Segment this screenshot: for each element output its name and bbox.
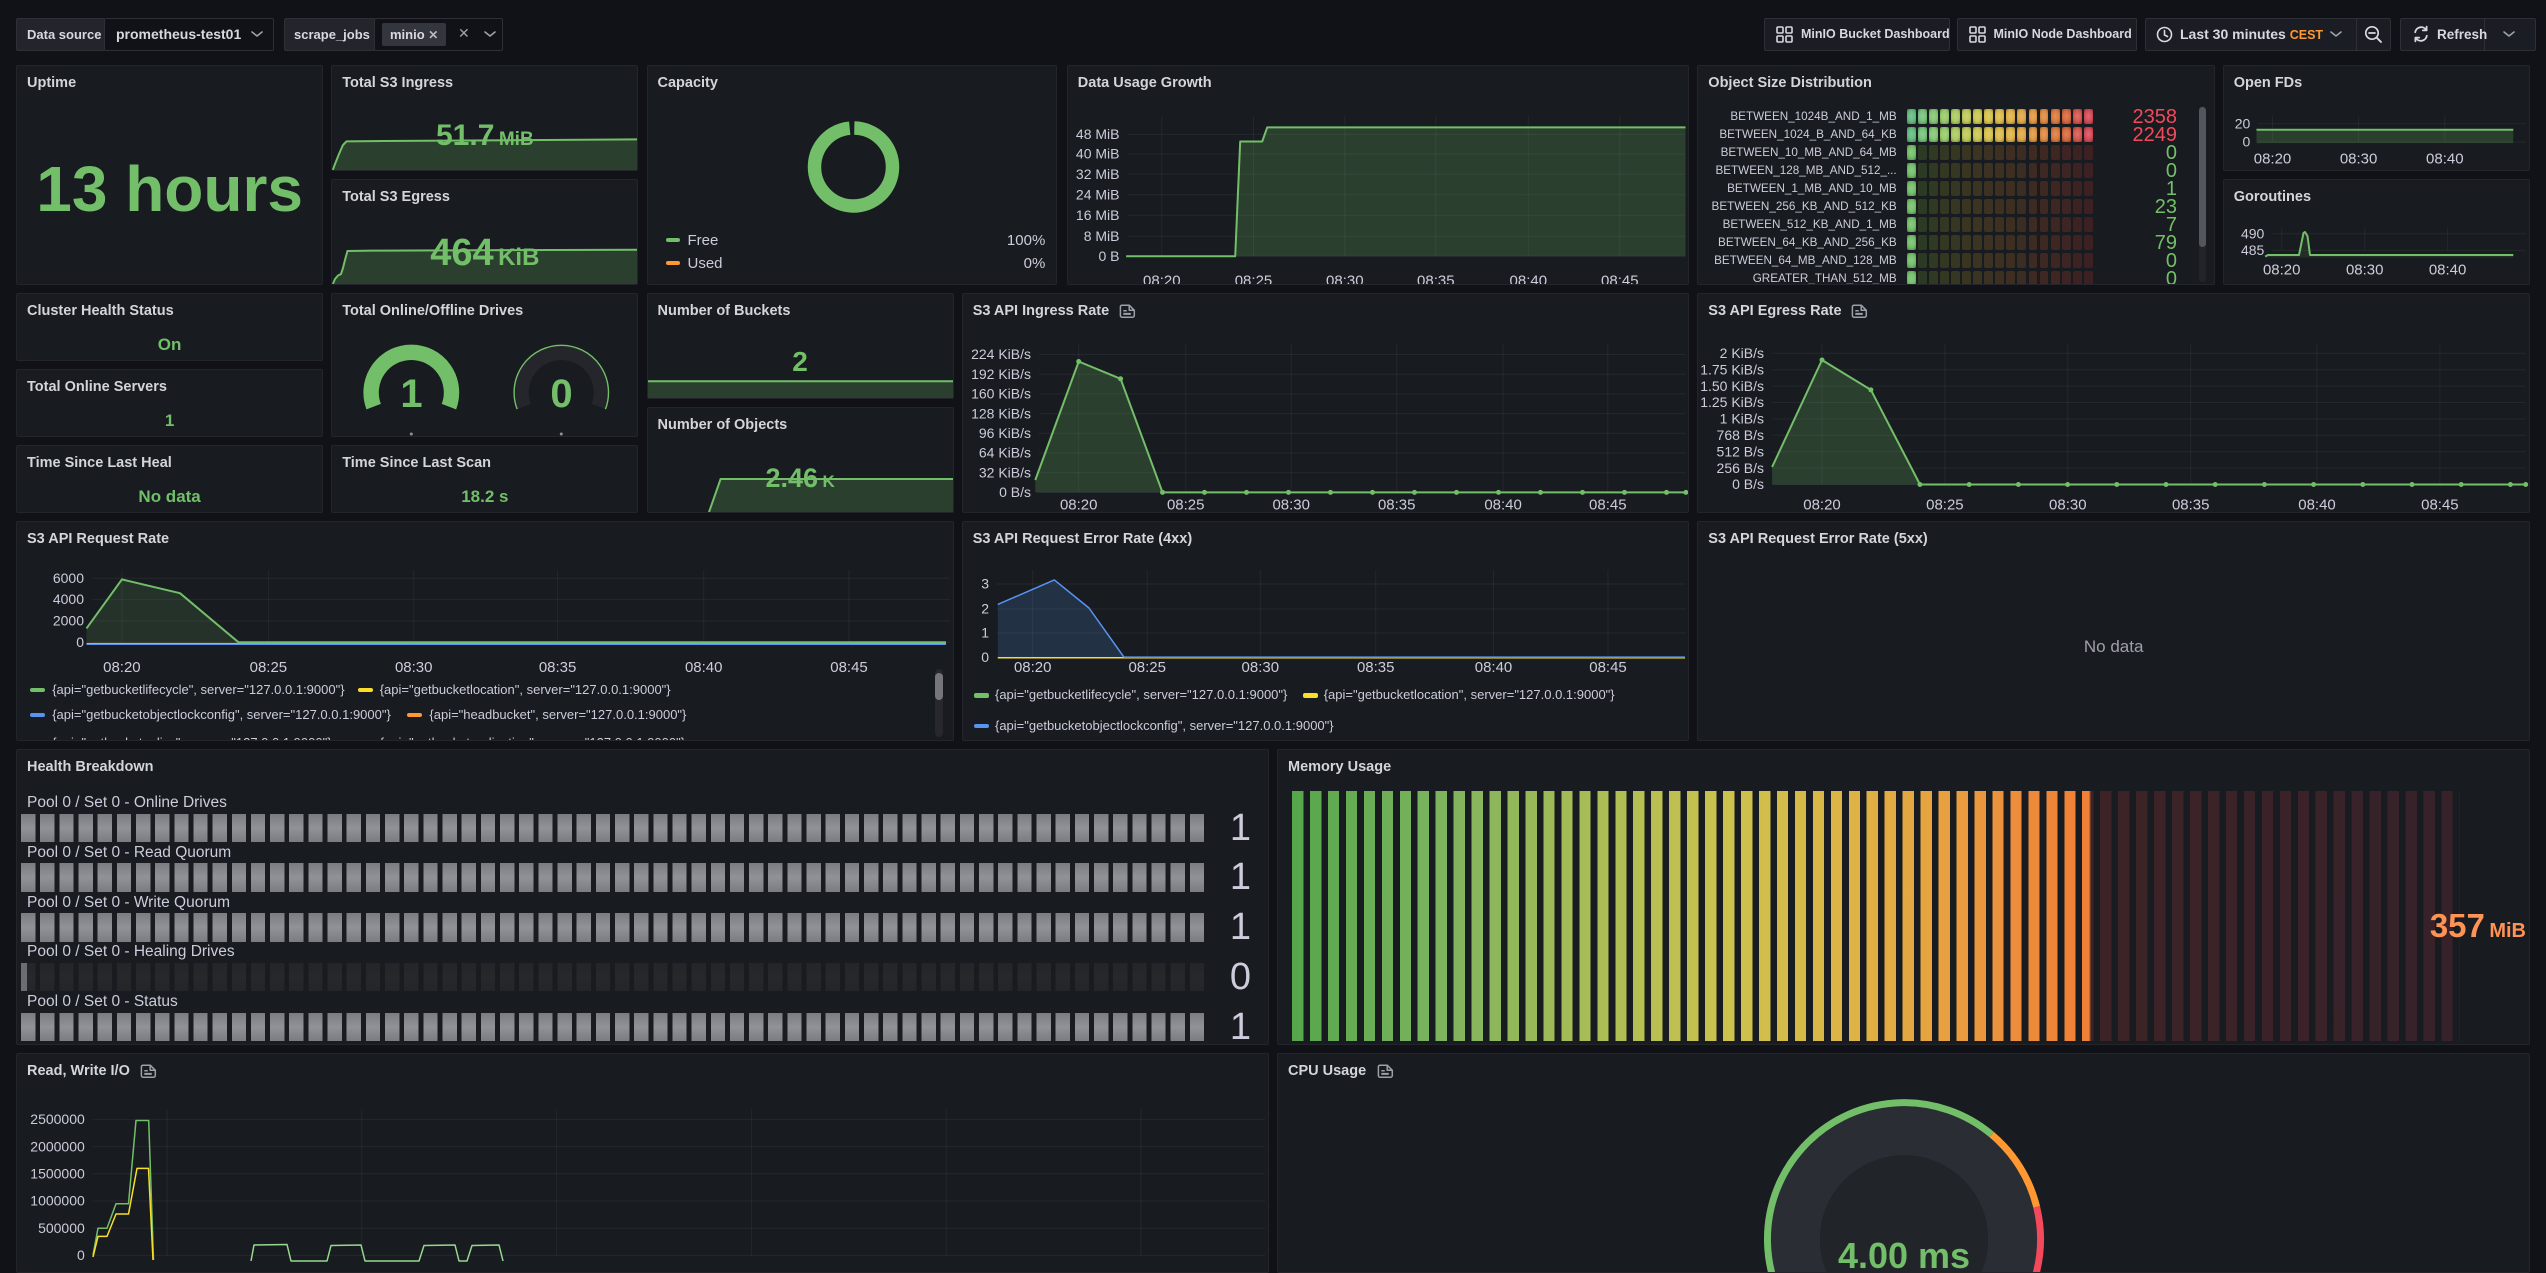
svg-text:08:40: 08:40 [1474,658,1511,675]
svg-text:24 MiB: 24 MiB [1076,186,1120,202]
svg-text:08:30: 08:30 [1241,658,1279,675]
svg-text:08:20: 08:20 [1060,496,1098,513]
svg-text:08:30: 08:30 [395,658,432,675]
svg-text:08:20: 08:20 [2263,261,2301,278]
svg-text:08:40: 08:40 [1484,496,1522,513]
svg-text:08:25: 08:25 [1128,658,1166,675]
svg-text:08:20: 08:20 [2253,150,2291,167]
svg-text:128 KiB/s: 128 KiB/s [971,405,1031,421]
svg-text:40 MiB: 40 MiB [1076,145,1120,161]
svg-text:96 KiB/s: 96 KiB/s [979,424,1031,440]
svg-text:0: 0 [2242,133,2250,149]
svg-text:512 B/s: 512 B/s [1717,443,1764,459]
svg-text:16 MiB: 16 MiB [1076,207,1120,223]
svg-text:08:40: 08:40 [685,658,723,675]
svg-text:2: 2 [981,600,989,616]
svg-text:08:40: 08:40 [1509,272,1547,285]
svg-text:2500000: 2500000 [30,1111,85,1127]
svg-text:6000: 6000 [53,570,84,586]
svg-text:08:40: 08:40 [2429,261,2467,278]
svg-text:160 KiB/s: 160 KiB/s [971,385,1031,401]
svg-text:08:35: 08:35 [2172,496,2210,513]
svg-text:192 KiB/s: 192 KiB/s [971,365,1031,381]
svg-text:08:25: 08:25 [250,658,287,675]
svg-text:224 KiB/s: 224 KiB/s [971,346,1031,362]
svg-text:32 MiB: 32 MiB [1076,165,1120,181]
svg-text:2000: 2000 [53,612,84,628]
svg-text:08:30: 08:30 [2340,150,2378,167]
svg-text:08:45: 08:45 [830,658,868,675]
svg-text:08:20: 08:20 [1014,658,1052,675]
svg-text:08:40: 08:40 [2299,496,2337,513]
svg-text:0 B/s: 0 B/s [999,484,1031,500]
svg-text:48 MiB: 48 MiB [1076,126,1120,142]
svg-text:08:45: 08:45 [2421,496,2459,513]
svg-text:08:25: 08:25 [1235,272,1273,285]
svg-text:3: 3 [981,575,989,591]
svg-text:0: 0 [76,633,84,649]
svg-text:64 KiB/s: 64 KiB/s [979,444,1031,460]
svg-text:08:30: 08:30 [1326,272,1364,285]
svg-text:1.25 KiB/s: 1.25 KiB/s [1701,394,1765,410]
svg-text:500000: 500000 [38,1219,85,1235]
svg-text:08:45: 08:45 [1589,496,1627,513]
svg-text:0 B/s: 0 B/s [1732,476,1764,492]
svg-text:1: 1 [981,624,989,640]
svg-text:2000000: 2000000 [30,1138,85,1154]
svg-text:0: 0 [981,648,989,664]
svg-text:08:45: 08:45 [1601,272,1639,285]
svg-text:08:45: 08:45 [1589,658,1627,675]
svg-text:0 B: 0 B [1098,248,1119,264]
svg-text:4000: 4000 [53,591,84,607]
svg-text:32 KiB/s: 32 KiB/s [979,464,1031,480]
svg-text:08:30: 08:30 [1272,496,1310,513]
svg-text:1.75 KiB/s: 1.75 KiB/s [1701,361,1765,377]
svg-text:08:20: 08:20 [103,658,141,675]
svg-text:1500000: 1500000 [30,1165,85,1181]
svg-text:2 KiB/s: 2 KiB/s [1720,345,1764,361]
svg-text:08:25: 08:25 [1926,496,1964,513]
svg-text:08:35: 08:35 [1357,658,1395,675]
svg-text:0: 0 [77,1247,85,1263]
svg-text:1.50 KiB/s: 1.50 KiB/s [1701,377,1765,393]
svg-text:4.00 ms: 4.00 ms [1838,1235,1970,1273]
svg-text:08:40: 08:40 [2426,150,2464,167]
svg-text:20: 20 [2234,115,2250,131]
svg-text:08:30: 08:30 [2049,496,2087,513]
svg-text:768 B/s: 768 B/s [1717,426,1764,442]
svg-text:485: 485 [2241,242,2265,258]
svg-text:1 KiB/s: 1 KiB/s [1720,410,1764,426]
svg-text:490: 490 [2241,225,2265,241]
svg-text:08:20: 08:20 [1143,272,1181,285]
svg-text:08:30: 08:30 [2346,261,2384,278]
svg-text:08:35: 08:35 [1417,272,1455,285]
svg-text:08:20: 08:20 [1804,496,1842,513]
svg-text:256 B/s: 256 B/s [1717,459,1764,475]
svg-text:8 MiB: 8 MiB [1084,227,1120,243]
svg-text:08:25: 08:25 [1167,496,1205,513]
svg-text:08:35: 08:35 [539,658,577,675]
svg-text:08:35: 08:35 [1378,496,1416,513]
svg-text:1000000: 1000000 [30,1192,85,1208]
